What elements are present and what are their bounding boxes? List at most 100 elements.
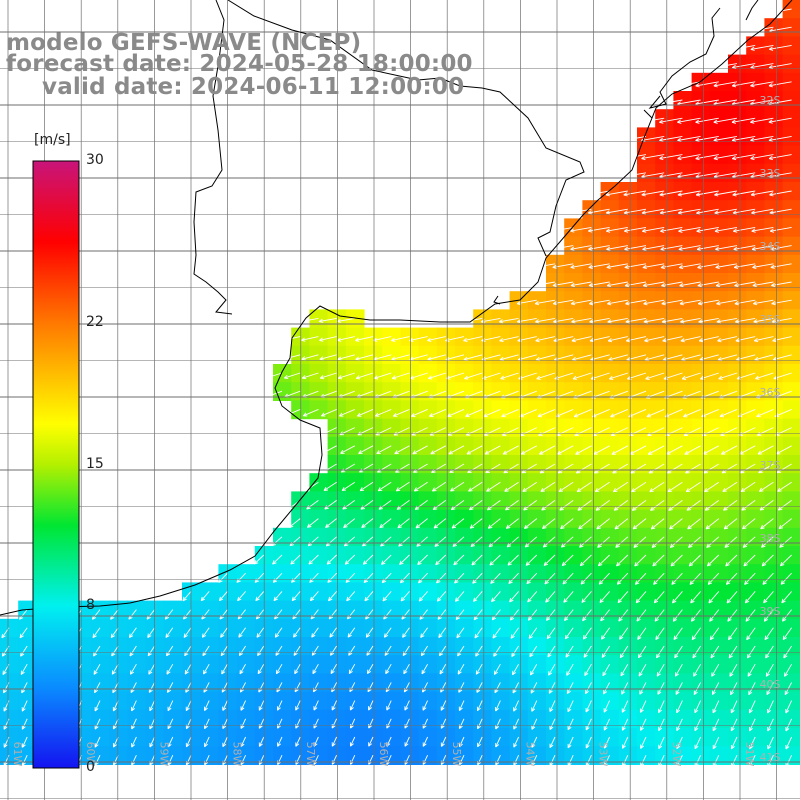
wind-speed-cell	[509, 618, 529, 638]
wind-arrow	[94, 736, 101, 748]
wind-speed-cell	[546, 600, 565, 620]
wind-speed-cell	[673, 637, 693, 656]
wind-speed-cell	[527, 436, 547, 456]
wind-speed-cell	[637, 618, 656, 638]
wind-speed-cell	[600, 236, 620, 256]
wind-arrow	[645, 372, 665, 380]
wind-arrow	[694, 700, 702, 714]
wind-arrow	[510, 627, 519, 639]
wind-speed-cell	[582, 728, 602, 747]
wind-arrow	[526, 572, 538, 585]
wind-speed-cell	[600, 527, 620, 547]
wind-arrow	[782, 609, 792, 622]
wind-speed-cell	[455, 691, 474, 711]
wind-arrow	[678, 245, 701, 251]
wind-arrow	[488, 536, 501, 548]
wind-arrow	[277, 736, 283, 747]
wind-arrow	[21, 718, 28, 730]
wind-arrow	[451, 518, 465, 529]
wind-speed-cell	[582, 473, 602, 492]
wind-arrow	[750, 81, 774, 88]
wind-speed-cell	[582, 600, 602, 620]
wind-arrow	[598, 572, 610, 585]
wind-arrow	[680, 317, 701, 324]
wind-speed-cell	[546, 309, 565, 329]
wind-arrow	[640, 736, 647, 749]
wind-speed-cell	[637, 400, 656, 420]
wind-arrow	[131, 700, 137, 712]
wind-speed-cell	[728, 54, 747, 74]
wind-arrow	[329, 627, 337, 638]
wind-arrow	[659, 117, 683, 124]
wind-speed-cell	[673, 455, 693, 474]
wind-arrow	[668, 500, 683, 511]
wind-arrow	[742, 536, 756, 548]
wind-arrow	[779, 536, 792, 548]
wind-speed-cell	[236, 637, 256, 656]
wind-arrow	[277, 718, 283, 729]
wind-arrow	[765, 663, 774, 677]
wind-arrow	[475, 645, 483, 657]
wind-speed-cell	[691, 236, 711, 256]
wind-arrow	[331, 700, 338, 711]
wind-speed-cell	[637, 218, 656, 238]
wind-speed-cell	[109, 691, 128, 711]
wind-arrow	[751, 226, 774, 233]
wind-speed-cell	[728, 218, 747, 238]
wind-arrow	[377, 463, 392, 473]
wind-arrow	[403, 663, 410, 675]
wind-speed-cell	[436, 637, 456, 656]
wind-speed-cell	[491, 436, 511, 456]
wind-arrow	[755, 372, 774, 380]
wind-arrow	[427, 336, 446, 343]
wind-arrow	[313, 736, 319, 747]
wind-speed-cell	[455, 455, 474, 474]
wind-speed-cell	[655, 109, 674, 128]
wind-speed-cell	[473, 327, 492, 347]
wind-speed-cell	[564, 728, 583, 747]
wind-arrow	[624, 245, 647, 251]
wind-arrow	[690, 609, 701, 622]
wind-speed-cell	[527, 673, 547, 693]
wind-arrow	[709, 609, 720, 622]
wind-speed-cell	[728, 400, 747, 420]
wind-speed-cell	[655, 673, 674, 693]
wind-arrow	[469, 518, 483, 529]
wind-arrow	[601, 627, 610, 640]
wind-speed-cell	[709, 618, 729, 638]
wind-speed-cell	[546, 728, 565, 747]
longitude-label: 53W	[597, 742, 610, 767]
wind-arrow	[636, 609, 647, 622]
wind-arrow	[373, 372, 392, 380]
wind-speed-cell	[509, 728, 529, 747]
wind-speed-cell	[618, 291, 638, 310]
wind-speed-cell	[382, 691, 401, 711]
wind-speed-cell	[618, 509, 638, 529]
wind-speed-cell	[382, 527, 401, 547]
wind-speed-cell	[728, 600, 747, 620]
wind-speed-cell	[691, 509, 711, 529]
wind-speed-cell	[564, 455, 583, 474]
wind-arrow	[605, 190, 628, 197]
wind-arrow	[727, 609, 738, 622]
wind-speed-cell	[364, 527, 383, 547]
wind-arrow	[688, 536, 701, 548]
wind-arrow	[778, 518, 792, 530]
wind-speed-cell	[309, 709, 329, 729]
wind-arrow	[640, 718, 647, 731]
wind-speed-cell	[400, 673, 420, 693]
wind-speed-cell	[764, 728, 784, 747]
wind-speed-cell	[109, 746, 128, 765]
wind-speed-cell	[382, 618, 401, 638]
wind-speed-cell	[509, 491, 529, 511]
wind-speed-cell	[509, 527, 529, 547]
wind-arrow	[623, 190, 647, 197]
wind-speed-cell	[655, 509, 674, 529]
wind-speed-cell	[600, 273, 620, 292]
latitude-label: 34S	[760, 240, 781, 253]
wind-arrow	[21, 682, 28, 694]
colorbar-tick-label: 22	[86, 313, 104, 330]
wind-arrow	[705, 518, 720, 530]
wind-speed-cell	[691, 291, 711, 310]
